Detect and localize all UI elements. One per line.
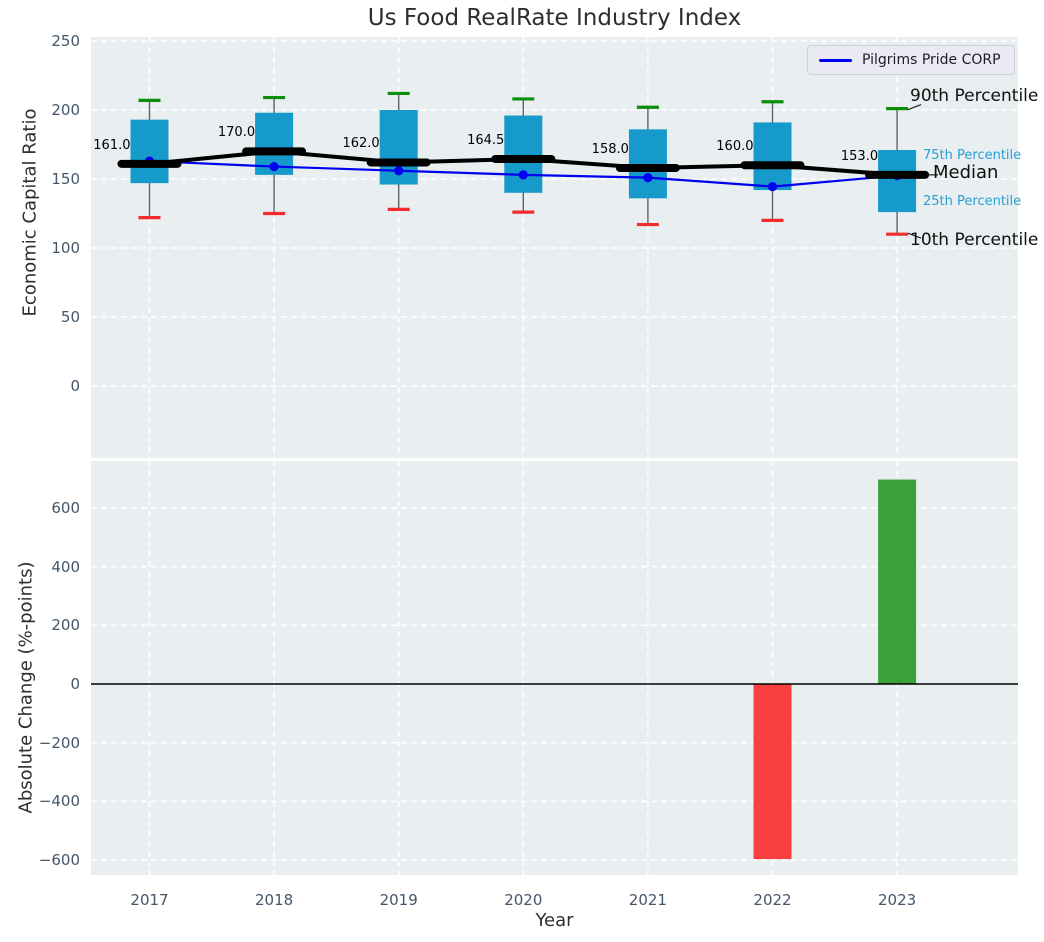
y-tick-label-bottom--600: −600 <box>38 850 80 869</box>
y-tick-label-bottom--200: −200 <box>38 733 80 752</box>
legend: Pilgrims Pride CORP <box>807 45 1015 75</box>
median-value-label-2017: 161.0 <box>93 137 131 153</box>
legend-label: Pilgrims Pride CORP <box>862 52 1001 68</box>
iqr-box-2017 <box>130 119 169 184</box>
median-value-label-2022: 160.0 <box>716 139 754 155</box>
x-tick-label-2017: 2017 <box>130 891 169 909</box>
x-tick-label-2021: 2021 <box>628 891 667 909</box>
iqr-box-2020 <box>504 115 543 193</box>
change-bar-2023 <box>878 479 917 684</box>
median-value-label-2023: 153.0 <box>840 148 879 164</box>
company-marker <box>643 173 653 183</box>
change-bar-2022 <box>753 684 792 860</box>
iqr-box-2021 <box>628 129 667 199</box>
box-plot-panel <box>91 37 1018 458</box>
p10-annotation-connector <box>907 232 922 239</box>
median-value-label-2020: 164.5 <box>467 132 505 148</box>
y-tick-label-bottom-600: 600 <box>51 499 80 517</box>
y-tick-label-top-50: 50 <box>60 308 80 326</box>
company-marker <box>269 161 279 172</box>
y-tick-label-top-150: 150 <box>51 170 80 188</box>
company-marker <box>767 181 778 192</box>
company-marker <box>518 170 528 180</box>
x-tick-label-2022: 2022 <box>753 891 792 909</box>
y-tick-label-bottom-200: 200 <box>51 616 80 635</box>
y-tick-label-bottom-400: 400 <box>51 557 80 576</box>
x-axis-label: Year <box>535 910 574 931</box>
median-value-label-2019: 162.0 <box>342 136 380 152</box>
y-tick-label-top-250: 250 <box>51 32 80 50</box>
p90-annotation-connector <box>907 104 922 111</box>
bar-chart-panel <box>91 461 1018 875</box>
x-tick-label-2018: 2018 <box>255 891 294 909</box>
y-tick-label-top-200: 200 <box>51 101 80 119</box>
y-tick-label-top-100: 100 <box>51 239 80 257</box>
iqr-box-2022 <box>753 122 792 191</box>
company-marker <box>394 166 404 176</box>
x-tick-label-2019: 2019 <box>379 891 418 909</box>
x-tick-label-2020: 2020 <box>504 891 543 909</box>
annotation-90th-percentile: 90th Percentile <box>910 86 1039 106</box>
annotation-25th-percentile: 25th Percentile <box>923 194 1022 209</box>
y-tick-label-bottom-0: 0 <box>70 675 80 693</box>
iqr-box-2023 <box>878 150 917 213</box>
bar-chart-svg <box>91 461 1018 875</box>
box-plot-svg <box>91 37 1018 458</box>
legend-line-sample <box>819 58 852 62</box>
y-tick-label-bottom--400: −400 <box>38 792 80 811</box>
annotation-10th-percentile: 10th Percentile <box>910 230 1039 250</box>
annotation-75th-percentile: 75th Percentile <box>923 148 1022 163</box>
annotation-median: Median <box>933 162 999 183</box>
median-value-label-2021: 158.0 <box>591 141 629 157</box>
chart-title: Us Food RealRate Industry Index <box>367 5 742 31</box>
y-tick-label-top-0: 0 <box>70 377 80 395</box>
x-tick-label-2023: 2023 <box>878 891 917 909</box>
median-value-label-2018: 170.0 <box>217 125 256 141</box>
